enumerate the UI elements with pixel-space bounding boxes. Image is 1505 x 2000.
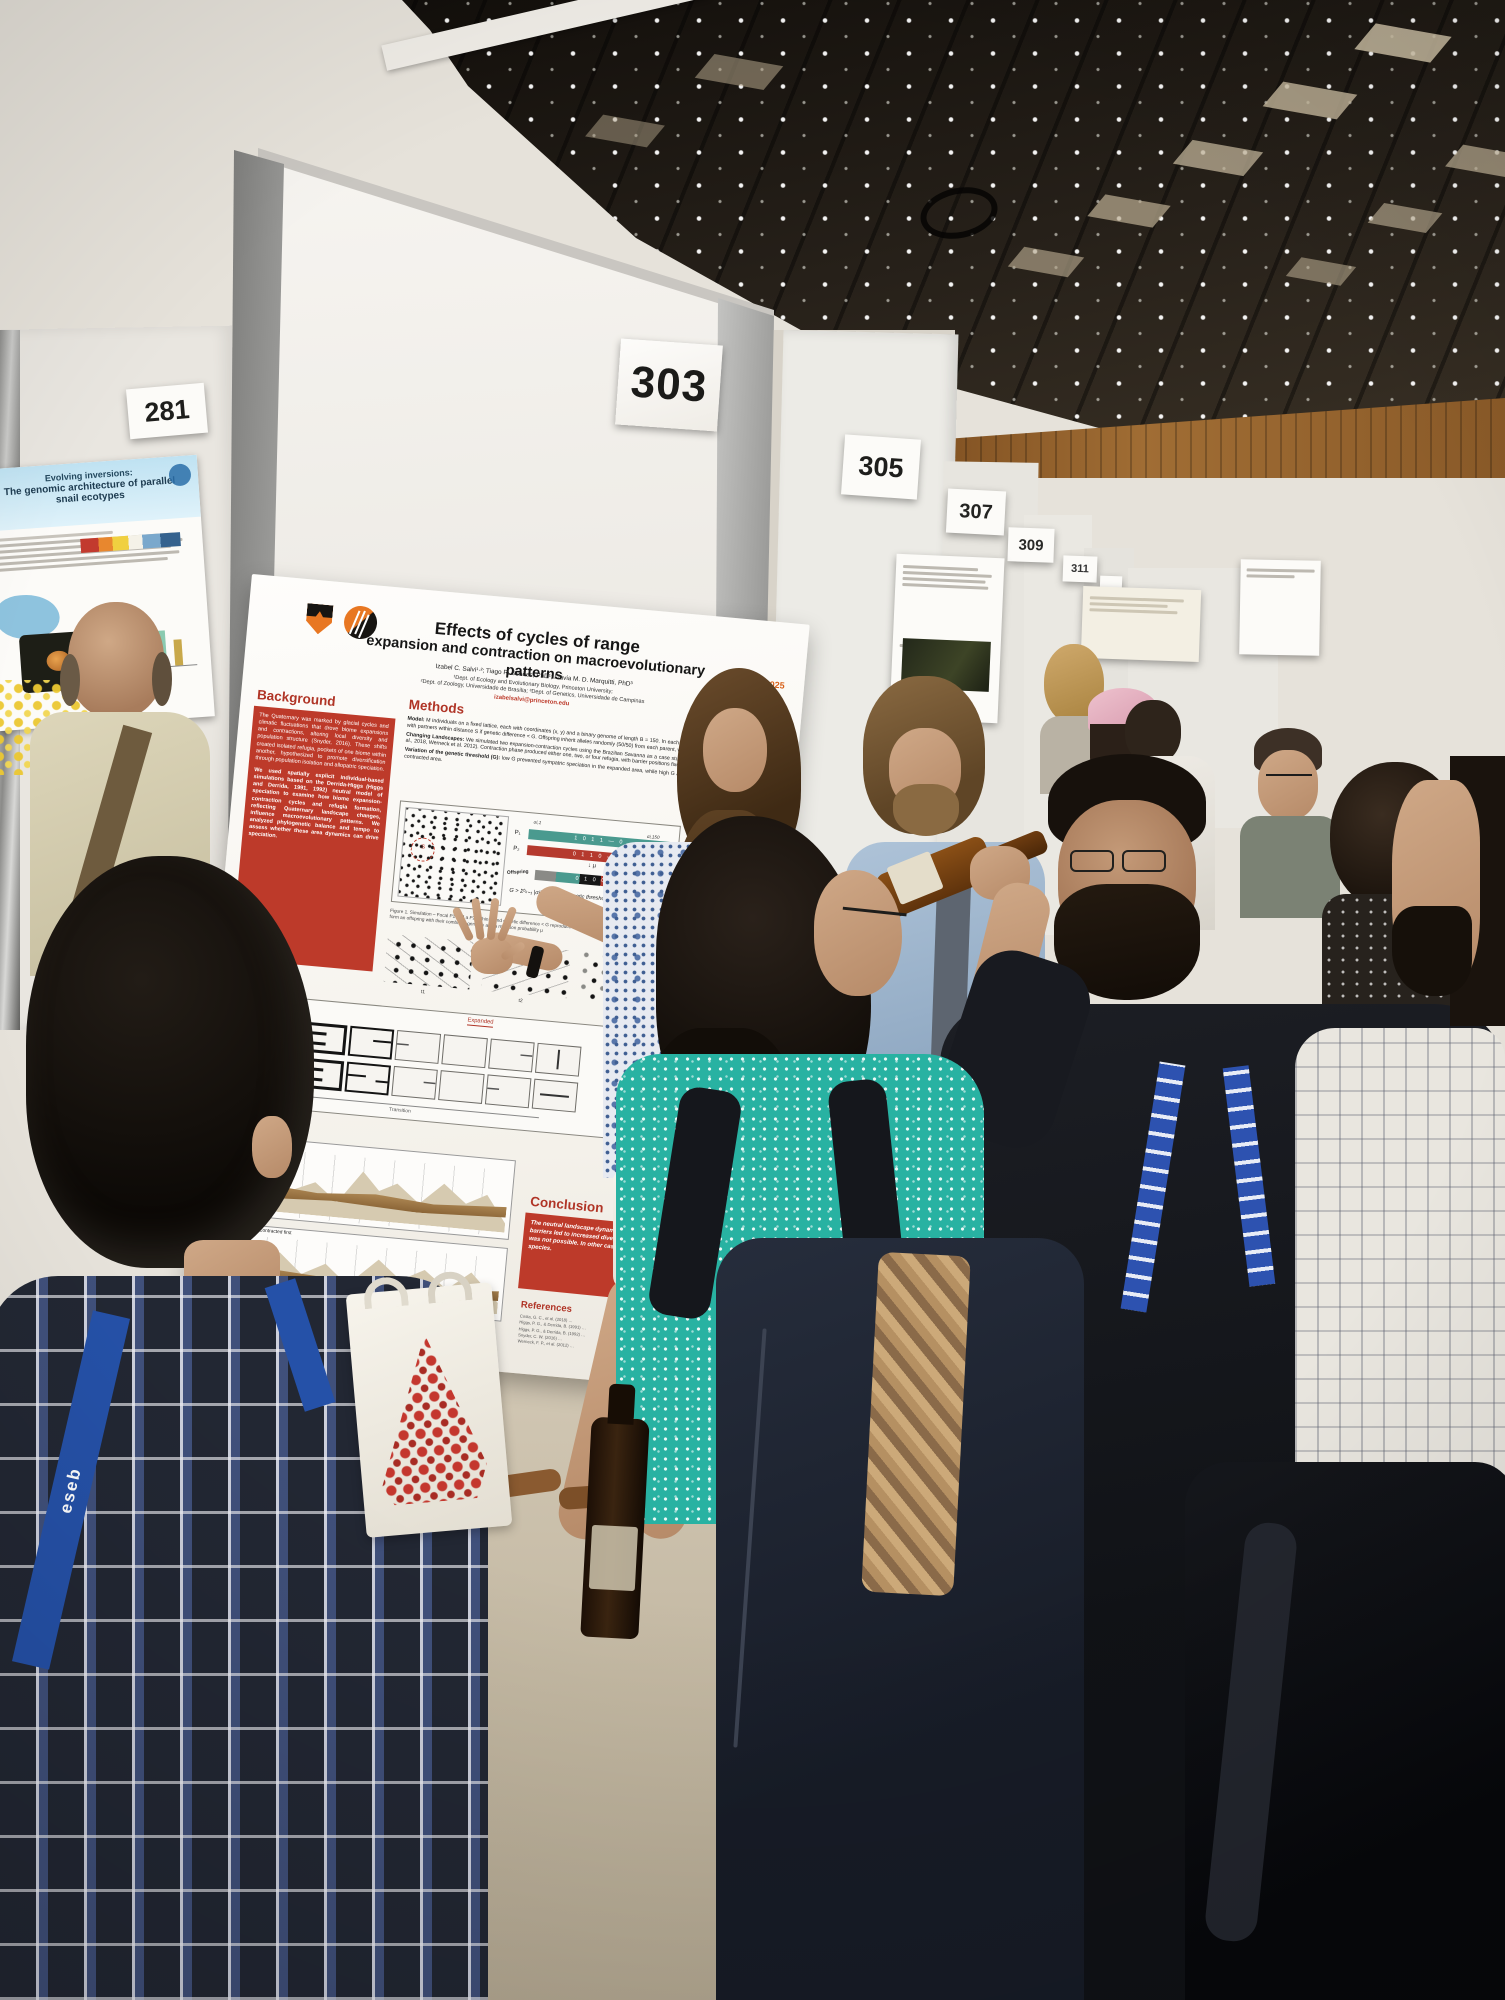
sign-305-number: 305 — [857, 449, 905, 484]
bald-man-hair-fringe — [60, 654, 80, 706]
backpack-bottom-right — [1185, 1462, 1505, 2000]
ceiling-vent — [915, 180, 1003, 246]
bald-man-hair-fringe — [152, 652, 172, 706]
background-para1: The Quaternary was marked by glacial cyc… — [255, 712, 389, 773]
tote-bag — [345, 1269, 513, 1538]
blue-shirt-man-beard — [893, 784, 959, 836]
sign-307-number: 307 — [958, 499, 994, 524]
text-bar — [1246, 568, 1315, 573]
ceiling-panel — [1262, 81, 1358, 120]
dark-bottle-neck — [607, 1383, 636, 1425]
white-shirt-bg-head — [1125, 700, 1181, 764]
tote-bag-dot-art — [370, 1330, 490, 1507]
beer-man-glasses-icon — [1122, 850, 1166, 872]
bg-glasses-man-face — [1258, 750, 1318, 820]
ceiling-panel — [1172, 139, 1264, 177]
sign-281-number: 281 — [143, 393, 191, 428]
ceiling-panel — [1445, 144, 1505, 178]
mini-poster-right-3 — [1239, 559, 1321, 656]
text-bar — [902, 583, 989, 590]
beer-man-glasses-icon — [1070, 850, 1114, 872]
backpack-bottom-right-strap — [1203, 1520, 1299, 1944]
plaid-man-hair — [26, 856, 314, 1268]
text-bar — [1089, 596, 1184, 603]
background-para2: We used spatially explicit individual-ba… — [248, 767, 384, 842]
ceiling-panel — [694, 54, 784, 90]
text-bar — [1089, 608, 1178, 615]
sign-311: 311 — [1062, 555, 1098, 583]
princeton-shield-logo — [305, 603, 334, 635]
teal-woman-face — [814, 870, 902, 996]
sign-303-number: 303 — [629, 357, 709, 412]
background-heading: Background — [256, 686, 337, 710]
dark-bottle-label — [588, 1524, 639, 1592]
plaid-man-ear — [252, 1116, 292, 1178]
sign-311-number: 311 — [1070, 562, 1090, 576]
ceiling-panel — [1285, 257, 1357, 286]
text-bar — [1246, 574, 1295, 579]
presenter-face — [703, 708, 767, 792]
plaid-lanyard-text: eseb — [55, 1464, 86, 1515]
person-right-edge-face — [1392, 756, 1505, 1046]
person-teal-woman — [598, 808, 1123, 2000]
sign-309: 309 — [1007, 527, 1055, 563]
ceiling-panel — [1007, 246, 1085, 278]
sign-303: 303 — [615, 338, 723, 432]
sign-309-number: 309 — [1018, 536, 1044, 554]
dark-bottle — [580, 1383, 650, 1640]
person-bg-glasses-man — [1240, 728, 1340, 918]
backpack-woven-strap — [861, 1251, 971, 1597]
right-edge-beard — [1392, 906, 1472, 996]
sign-281: 281 — [125, 382, 209, 440]
bg-glasses-man-glasses-icon — [1266, 774, 1312, 784]
sign-305: 305 — [840, 434, 922, 500]
text-bar — [1089, 602, 1168, 608]
bg-glasses-man-body — [1240, 816, 1340, 918]
princeton-shield-band — [306, 603, 333, 618]
bald-man-head — [68, 602, 164, 718]
person-checkered-right — [1295, 1028, 1505, 1548]
sign-307: 307 — [945, 488, 1007, 536]
ceiling-panel — [1087, 194, 1171, 228]
text-bar — [903, 565, 979, 572]
ceiling-panel — [1354, 23, 1452, 63]
ceiling-panel — [1367, 202, 1443, 234]
